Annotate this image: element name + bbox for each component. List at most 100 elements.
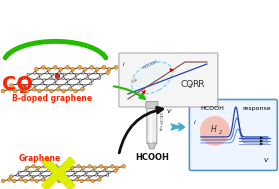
Circle shape bbox=[59, 166, 63, 170]
Circle shape bbox=[90, 82, 92, 85]
Circle shape bbox=[70, 166, 74, 170]
Circle shape bbox=[62, 89, 66, 93]
Circle shape bbox=[64, 178, 68, 181]
Circle shape bbox=[44, 87, 48, 91]
Text: 2: 2 bbox=[19, 83, 28, 95]
Text: HCOOH: HCOOH bbox=[201, 106, 225, 111]
Circle shape bbox=[27, 174, 30, 176]
Circle shape bbox=[78, 65, 81, 69]
Circle shape bbox=[8, 178, 11, 181]
Circle shape bbox=[95, 67, 99, 71]
Circle shape bbox=[49, 89, 53, 93]
Circle shape bbox=[91, 79, 94, 81]
Circle shape bbox=[74, 89, 78, 93]
Circle shape bbox=[75, 178, 79, 181]
Circle shape bbox=[82, 166, 85, 170]
Circle shape bbox=[43, 79, 45, 81]
Circle shape bbox=[34, 84, 37, 87]
Circle shape bbox=[81, 169, 83, 172]
Circle shape bbox=[46, 84, 49, 87]
Circle shape bbox=[87, 73, 90, 76]
Circle shape bbox=[44, 175, 46, 178]
Circle shape bbox=[77, 164, 80, 168]
Circle shape bbox=[95, 174, 98, 176]
Circle shape bbox=[20, 87, 24, 91]
Circle shape bbox=[30, 178, 34, 181]
Circle shape bbox=[102, 65, 106, 69]
Circle shape bbox=[103, 169, 106, 172]
Circle shape bbox=[69, 169, 72, 172]
FancyBboxPatch shape bbox=[147, 104, 157, 143]
Circle shape bbox=[84, 174, 86, 176]
Circle shape bbox=[65, 82, 68, 85]
Circle shape bbox=[41, 178, 45, 181]
Circle shape bbox=[85, 171, 88, 174]
Circle shape bbox=[67, 79, 69, 81]
Circle shape bbox=[106, 174, 109, 176]
Circle shape bbox=[106, 71, 110, 75]
Circle shape bbox=[40, 171, 43, 174]
Circle shape bbox=[50, 174, 52, 176]
Circle shape bbox=[54, 65, 57, 69]
Circle shape bbox=[19, 178, 23, 181]
Circle shape bbox=[91, 179, 95, 183]
Circle shape bbox=[58, 169, 61, 172]
Circle shape bbox=[63, 73, 66, 76]
Circle shape bbox=[68, 87, 72, 91]
Circle shape bbox=[71, 67, 75, 71]
Circle shape bbox=[35, 67, 39, 71]
Circle shape bbox=[114, 65, 118, 69]
Circle shape bbox=[52, 171, 54, 174]
Circle shape bbox=[55, 175, 57, 178]
Circle shape bbox=[88, 175, 91, 178]
Text: H: H bbox=[211, 125, 217, 135]
Circle shape bbox=[107, 67, 111, 71]
Circle shape bbox=[21, 175, 24, 178]
Circle shape bbox=[66, 65, 69, 69]
Circle shape bbox=[46, 179, 50, 183]
Circle shape bbox=[86, 178, 90, 181]
Circle shape bbox=[51, 73, 54, 76]
Text: SECM tip: SECM tip bbox=[158, 112, 162, 131]
Circle shape bbox=[73, 174, 75, 176]
Circle shape bbox=[25, 77, 28, 80]
Circle shape bbox=[1, 89, 5, 93]
Circle shape bbox=[74, 77, 76, 80]
Circle shape bbox=[104, 166, 108, 170]
FancyArrow shape bbox=[42, 157, 75, 189]
Circle shape bbox=[108, 171, 110, 174]
Circle shape bbox=[29, 82, 32, 85]
Circle shape bbox=[13, 179, 16, 183]
Text: HCOOH: HCOOH bbox=[142, 60, 158, 70]
Text: i: i bbox=[194, 120, 196, 125]
Circle shape bbox=[35, 169, 38, 172]
Circle shape bbox=[99, 164, 103, 168]
Circle shape bbox=[100, 175, 102, 178]
Circle shape bbox=[86, 77, 88, 80]
Circle shape bbox=[59, 67, 63, 71]
Text: RR: RR bbox=[192, 80, 205, 89]
Circle shape bbox=[61, 174, 64, 176]
Circle shape bbox=[69, 179, 72, 183]
Circle shape bbox=[88, 164, 92, 168]
Text: CO: CO bbox=[181, 80, 194, 89]
Polygon shape bbox=[147, 143, 157, 149]
Circle shape bbox=[114, 169, 117, 173]
Circle shape bbox=[37, 89, 41, 93]
FancyBboxPatch shape bbox=[146, 101, 158, 108]
Circle shape bbox=[47, 169, 49, 172]
FancyBboxPatch shape bbox=[189, 99, 277, 170]
Circle shape bbox=[1, 179, 5, 183]
Circle shape bbox=[54, 164, 58, 168]
Circle shape bbox=[81, 87, 85, 91]
Circle shape bbox=[79, 79, 82, 81]
Circle shape bbox=[83, 67, 87, 71]
Circle shape bbox=[82, 71, 85, 74]
Circle shape bbox=[35, 179, 39, 183]
Circle shape bbox=[56, 87, 60, 91]
Circle shape bbox=[13, 89, 17, 93]
Circle shape bbox=[80, 179, 84, 183]
Circle shape bbox=[37, 77, 40, 80]
Circle shape bbox=[97, 171, 99, 174]
Circle shape bbox=[9, 175, 13, 178]
